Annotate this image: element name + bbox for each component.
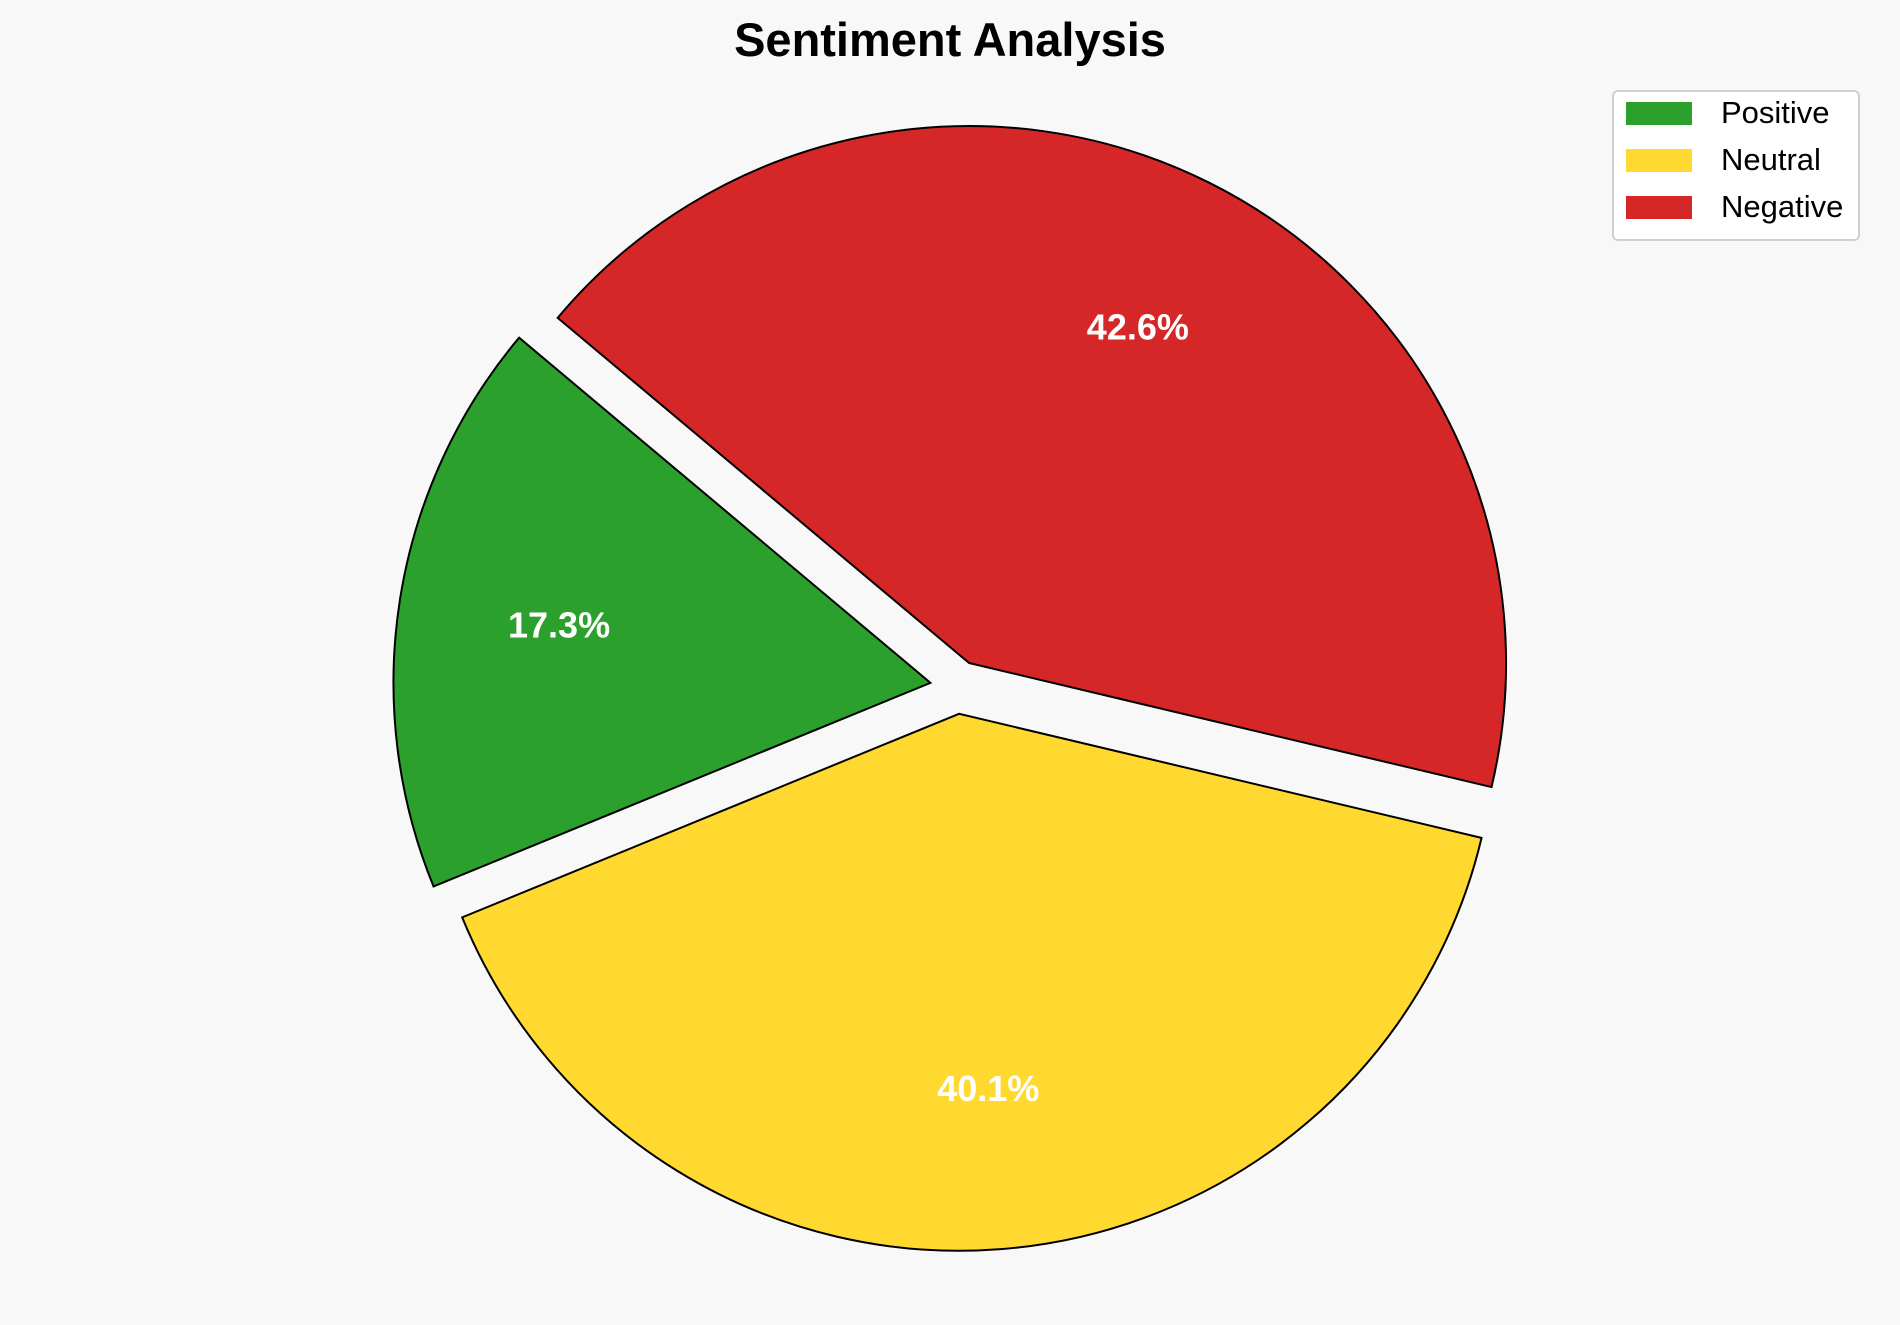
legend-swatch-positive (1626, 101, 1692, 125)
pct-label-negative: 42.6% (1087, 307, 1189, 348)
pct-label-positive: 17.3% (508, 604, 610, 645)
legend: Positive Neutral Negative (1612, 90, 1860, 241)
pie-slice-neutral (460, 712, 1483, 1252)
legend-item-negative: Negative (1626, 187, 1843, 227)
legend-item-neutral: Neutral (1626, 140, 1821, 180)
legend-swatch-negative (1626, 195, 1692, 219)
legend-swatch-neutral (1626, 148, 1692, 172)
chart-title: Sentiment Analysis (734, 13, 1166, 66)
pct-label-neutral: 40.1% (937, 1068, 1039, 1109)
legend-label-negative: Negative (1721, 189, 1844, 224)
legend-label-neutral: Neutral (1721, 142, 1821, 177)
legend-label-positive: Positive (1721, 95, 1830, 130)
pie-slice-negative (556, 125, 1507, 789)
legend-item-positive: Positive (1626, 93, 1830, 133)
pie-slice-positive (392, 336, 933, 888)
